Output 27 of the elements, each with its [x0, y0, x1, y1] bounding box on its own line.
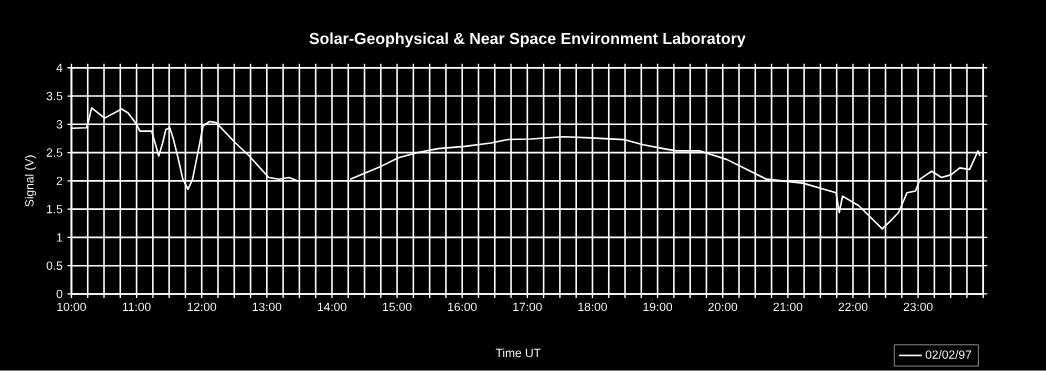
x-tick-label: 23:00	[903, 302, 933, 312]
chart-title: Solar-Geophysical & Near Space Environment Laboratory	[309, 32, 746, 48]
x-tick-label: 12:00	[187, 302, 217, 312]
y-tick-label: 2.5	[46, 148, 63, 157]
x-tick-label: 18:00	[578, 302, 607, 312]
x-axis-title: Time UT	[495, 348, 541, 358]
x-tick-label: 14:00	[317, 302, 347, 312]
y-tick-label: 3.5	[46, 91, 63, 101]
x-tick-label: 22:00	[838, 302, 868, 312]
x-tick-label: 16:00	[448, 302, 477, 312]
y-tick-label: 1.5	[47, 205, 63, 214]
x-tick-label: 19:00	[643, 302, 673, 312]
x-tick-label: 13:00	[252, 302, 282, 312]
y-tick-label: 3	[56, 120, 63, 129]
y-axis-title: Signal (V)	[24, 155, 36, 207]
x-tick-label: 21:00	[773, 302, 803, 312]
y-tick-label: 0	[56, 289, 63, 299]
x-tick-label: 10:00	[57, 302, 86, 312]
x-tick-label: 15:00	[383, 302, 412, 312]
x-tick-label: 11:00	[122, 302, 151, 312]
y-tick-label: 1	[57, 233, 63, 242]
legend-label: 02/02/97	[925, 350, 972, 360]
y-tick-label: 4	[56, 63, 63, 73]
y-tick-label: 2	[56, 176, 63, 186]
x-tick-label: 20:00	[708, 302, 738, 312]
x-tick-label: 17:00	[513, 302, 542, 312]
y-tick-label: 0.5	[46, 261, 63, 271]
